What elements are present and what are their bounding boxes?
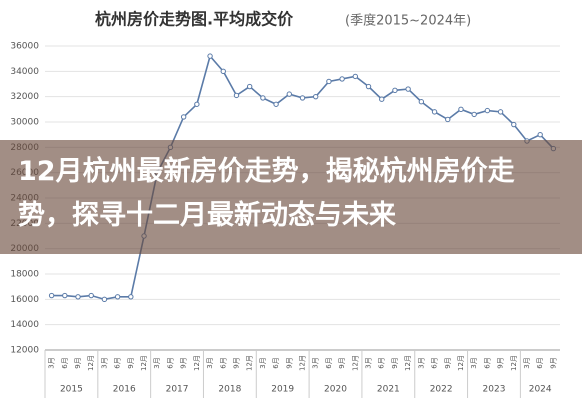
y-tick-label: 34000 xyxy=(10,67,39,77)
point xyxy=(114,294,121,300)
x-tick-label: 9月 xyxy=(127,357,135,368)
point xyxy=(299,95,306,101)
point xyxy=(326,78,332,85)
group-label: 2018 xyxy=(218,385,241,395)
point xyxy=(207,53,213,59)
x-tick-label: 3月 xyxy=(365,357,373,368)
point xyxy=(101,296,108,303)
x-tick-label: 9月 xyxy=(285,357,293,368)
point xyxy=(484,107,491,114)
x-tick-label: 6月 xyxy=(431,357,439,368)
x-tick-label: 3月 xyxy=(523,357,531,368)
group-label: 2017 xyxy=(166,385,189,395)
y-tick-label: 32000 xyxy=(10,92,39,102)
group-label: 2022 xyxy=(430,385,453,395)
y-tick-label: 14000 xyxy=(10,320,39,330)
group-label: 2019 xyxy=(271,385,294,395)
y-tick-label: 16000 xyxy=(10,295,39,305)
x-tick-label: 3月 xyxy=(312,357,320,368)
point xyxy=(352,73,359,80)
x-tick-label: 3月 xyxy=(48,357,56,368)
x-tick-label: 9月 xyxy=(74,357,82,368)
x-tick-label: 3月 xyxy=(153,357,161,368)
point xyxy=(75,294,81,300)
point xyxy=(88,292,94,299)
point xyxy=(128,294,134,300)
point xyxy=(62,292,68,299)
x-tick-label: 9月 xyxy=(549,357,557,368)
point xyxy=(260,95,266,101)
point xyxy=(418,99,425,105)
point xyxy=(445,116,451,123)
x-tick-label: 6月 xyxy=(61,357,69,368)
x-tick-label: 12月 xyxy=(457,355,465,371)
chart-title: 杭州房价走势图.平均成交价 xyxy=(95,10,294,29)
x-tick-label: 12月 xyxy=(299,355,307,371)
point xyxy=(246,83,253,90)
point xyxy=(458,106,464,113)
x-tick-label: 12月 xyxy=(351,355,359,371)
x-tick-label: 3月 xyxy=(259,357,267,368)
x-tick-label: 6月 xyxy=(272,357,280,368)
x-tick-label: 12月 xyxy=(510,355,518,371)
x-tick-label: 12月 xyxy=(404,355,412,371)
point xyxy=(511,121,517,128)
point xyxy=(379,96,385,102)
x-tick-label: 9月 xyxy=(338,357,346,368)
x-tick-label: 3月 xyxy=(206,357,214,368)
point xyxy=(431,109,438,115)
x-tick-label: 9月 xyxy=(232,357,240,368)
point xyxy=(365,83,372,90)
x-tick-label: 12月 xyxy=(246,355,254,371)
point xyxy=(339,76,345,82)
x-tick-label: 6月 xyxy=(114,357,122,368)
x-tick-label: 6月 xyxy=(483,357,491,368)
x-tick-label: 3月 xyxy=(417,357,425,368)
y-tick-label: 30000 xyxy=(10,118,39,128)
point xyxy=(286,91,292,97)
point xyxy=(273,101,279,107)
point xyxy=(180,114,187,120)
chart-subtitle: (季度2015~2024年) xyxy=(345,13,471,29)
group-label: 2023 xyxy=(483,385,506,395)
x-tick-label: 6月 xyxy=(378,357,386,368)
y-tick-label: 12000 xyxy=(10,346,39,356)
x-tick-label: 9月 xyxy=(444,357,452,368)
point xyxy=(220,68,226,75)
x-tick-label: 3月 xyxy=(100,357,108,368)
group-label: 2020 xyxy=(324,385,347,395)
x-tick-label: 9月 xyxy=(391,357,399,368)
x-tick-label: 9月 xyxy=(180,357,188,368)
point xyxy=(537,131,543,138)
x-tick-label: 12月 xyxy=(140,355,148,371)
group-label: 2016 xyxy=(113,385,136,395)
point xyxy=(48,292,55,299)
x-tick-label: 12月 xyxy=(193,355,201,371)
y-tick-label: 18000 xyxy=(10,270,39,280)
point xyxy=(392,87,398,94)
x-tick-label: 6月 xyxy=(536,357,544,368)
headline-banner: 12月杭州最新房价走势，揭秘杭州房价走势，探寻十二月最新动态与未来 xyxy=(0,140,582,254)
x-tick-label: 12月 xyxy=(87,355,95,371)
point xyxy=(233,92,240,99)
x-tick-label: 6月 xyxy=(166,357,174,368)
y-tick-label: 36000 xyxy=(10,42,39,52)
point xyxy=(313,93,319,100)
point xyxy=(497,109,504,115)
group-label: 2015 xyxy=(60,385,83,395)
x-tick-label: 6月 xyxy=(219,357,227,368)
x-tick-label: 3月 xyxy=(470,357,478,368)
point xyxy=(471,111,477,118)
x-tick-label: 9月 xyxy=(497,357,505,368)
group-label: 2021 xyxy=(377,385,400,395)
point xyxy=(194,101,200,107)
point xyxy=(405,86,411,92)
headline: 12月杭州最新房价走势，揭秘杭州房价走势，探寻十二月最新动态与未来 xyxy=(18,156,515,231)
group-label: 2024 xyxy=(529,385,552,395)
x-tick-label: 6月 xyxy=(325,357,333,368)
